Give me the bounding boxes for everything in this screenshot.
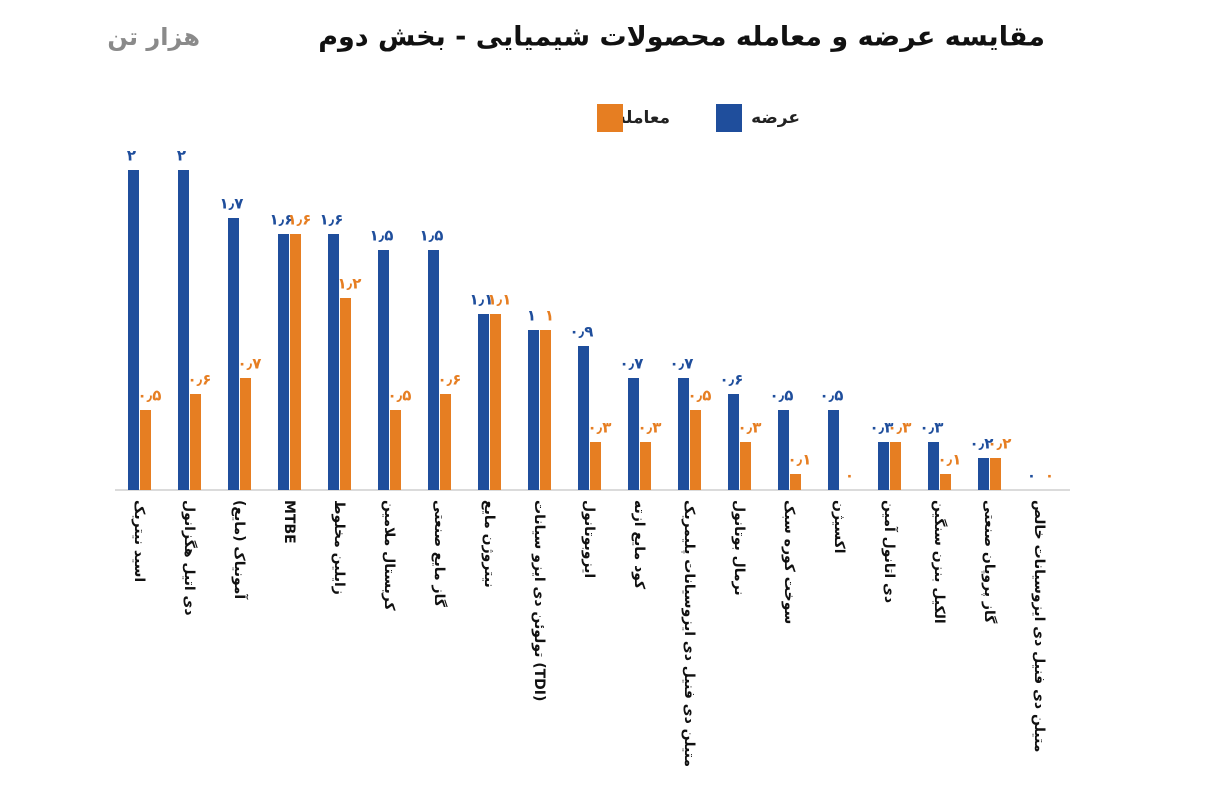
data-label: ۰٫۵ xyxy=(138,387,162,405)
x-tick-label: اسید نیتریک xyxy=(131,500,147,582)
data-label: ۰٫۶ xyxy=(188,371,212,389)
x-tick-label: نرمال بوتانول xyxy=(731,500,747,596)
bar xyxy=(290,234,301,490)
data-label: ۰٫۵ xyxy=(770,387,794,405)
bar xyxy=(890,442,901,490)
bar xyxy=(728,394,739,490)
bar xyxy=(178,170,189,490)
data-label: ۱٫۷ xyxy=(220,195,244,213)
x-tick-label: نیتروژن مایع xyxy=(481,500,497,588)
data-label: ۱ xyxy=(545,307,554,325)
data-label: ۲ xyxy=(127,147,136,165)
bar xyxy=(190,394,201,490)
legend-label: معامله xyxy=(616,108,670,128)
data-label: ۰٫۳ xyxy=(588,419,612,437)
x-tick-label: سوخت کوره سبک xyxy=(781,500,797,624)
data-label: ۲ xyxy=(177,147,186,165)
x-tick-label: کود مایع ازته xyxy=(631,500,647,590)
data-label: ۰٫۵ xyxy=(388,387,412,405)
data-label: ۱٫۵ xyxy=(370,227,394,245)
x-tick-label: دی اتیل هگزانول xyxy=(181,500,198,616)
bar xyxy=(490,314,501,490)
bar xyxy=(140,410,151,490)
x-tick-label: گاز مایع صنعتی xyxy=(431,500,448,608)
bar xyxy=(128,170,139,490)
x-tick-label: گاز پروپان صنعتی xyxy=(981,500,998,624)
data-label: ۰٫۳ xyxy=(888,419,912,437)
bar xyxy=(690,410,701,490)
data-label: ۱٫۱ xyxy=(488,291,512,309)
data-label: ۰٫۷ xyxy=(670,355,694,373)
data-label: ۱٫۶ xyxy=(270,211,294,229)
data-label: ۰٫۳ xyxy=(638,419,662,437)
bar xyxy=(228,218,239,490)
bar xyxy=(990,458,1001,490)
data-label: ۰٫۶ xyxy=(720,371,744,389)
bar xyxy=(628,378,639,490)
data-label: ۰٫۵ xyxy=(820,387,844,405)
data-label: ۰٫۳ xyxy=(920,419,944,437)
data-label: ۰٫۷ xyxy=(620,355,644,373)
bar xyxy=(778,410,789,490)
data-label: ۰٫۳ xyxy=(738,419,762,437)
data-label: ۱٫۶ xyxy=(288,211,312,229)
x-tick-label: اکسیژن xyxy=(831,500,847,554)
bar xyxy=(828,410,839,490)
data-label: ۱٫۵ xyxy=(420,227,444,245)
legend-swatch xyxy=(597,104,623,132)
bar xyxy=(528,330,539,490)
data-label: ۰٫۱ xyxy=(938,451,962,469)
x-tick-label: زایلین مخلوط xyxy=(331,500,347,595)
bar xyxy=(590,442,601,490)
legend-swatch xyxy=(716,104,742,132)
data-label: ۰٫۵ xyxy=(688,387,712,405)
chart-title: مقایسه عرضه و معامله محصولات شیمیایی - ب… xyxy=(318,22,1045,53)
bar xyxy=(790,474,801,490)
bar xyxy=(578,346,589,490)
bar xyxy=(278,234,289,490)
x-tick-label: کریستال ملامین xyxy=(381,500,397,611)
data-label: ۱ xyxy=(527,307,536,325)
x-tick-label: متیلن دی فنیل دی ایزوسیانات پلیمریک xyxy=(681,500,697,767)
data-label: ۰٫۷ xyxy=(238,355,262,373)
x-tick-label: تولوئن دی ایزو سیانات (TDI) xyxy=(531,500,547,701)
bar xyxy=(740,442,751,490)
legend-label: عرضه xyxy=(751,108,800,128)
data-label: ۰٫۶ xyxy=(438,371,462,389)
data-label: ۰ xyxy=(1027,467,1036,485)
bar xyxy=(340,298,351,490)
data-label: ۰ xyxy=(845,467,854,485)
data-label: ۰٫۱ xyxy=(788,451,812,469)
x-tick-label: دی اتانول آمین xyxy=(881,500,899,603)
bar xyxy=(390,410,401,490)
bar xyxy=(240,378,251,490)
data-label: ۰ xyxy=(1045,467,1054,485)
bar xyxy=(540,330,551,490)
unit-label: هزار تن xyxy=(107,23,200,51)
x-tick-label: الکیل بنزن سنگین xyxy=(931,500,948,624)
data-label: ۱٫۲ xyxy=(338,275,362,293)
x-tick-label: MTBE xyxy=(281,500,297,544)
bar xyxy=(440,394,451,490)
data-label: ۰٫۳ xyxy=(870,419,894,437)
data-label: ۱٫۶ xyxy=(320,211,344,229)
data-label: ۰٫۹ xyxy=(570,323,594,341)
bar xyxy=(878,442,889,490)
data-label: ۱٫۱ xyxy=(470,291,494,309)
bar xyxy=(928,442,939,490)
data-label: ۰٫۲ xyxy=(988,435,1012,453)
bar xyxy=(940,474,951,490)
bar xyxy=(428,250,439,490)
bar xyxy=(678,378,689,490)
x-tick-label: ایزوبوتانول xyxy=(581,500,597,578)
data-label: ۰٫۲ xyxy=(970,435,994,453)
bar xyxy=(978,458,989,490)
bar xyxy=(478,314,489,490)
bar xyxy=(640,442,651,490)
x-tick-label: متیلن دی فنیل دی ایزوسیانات خالص xyxy=(1031,500,1047,752)
bar xyxy=(378,250,389,490)
bar xyxy=(328,234,339,490)
x-tick-label: آمونیاک (مایع) xyxy=(231,500,249,600)
